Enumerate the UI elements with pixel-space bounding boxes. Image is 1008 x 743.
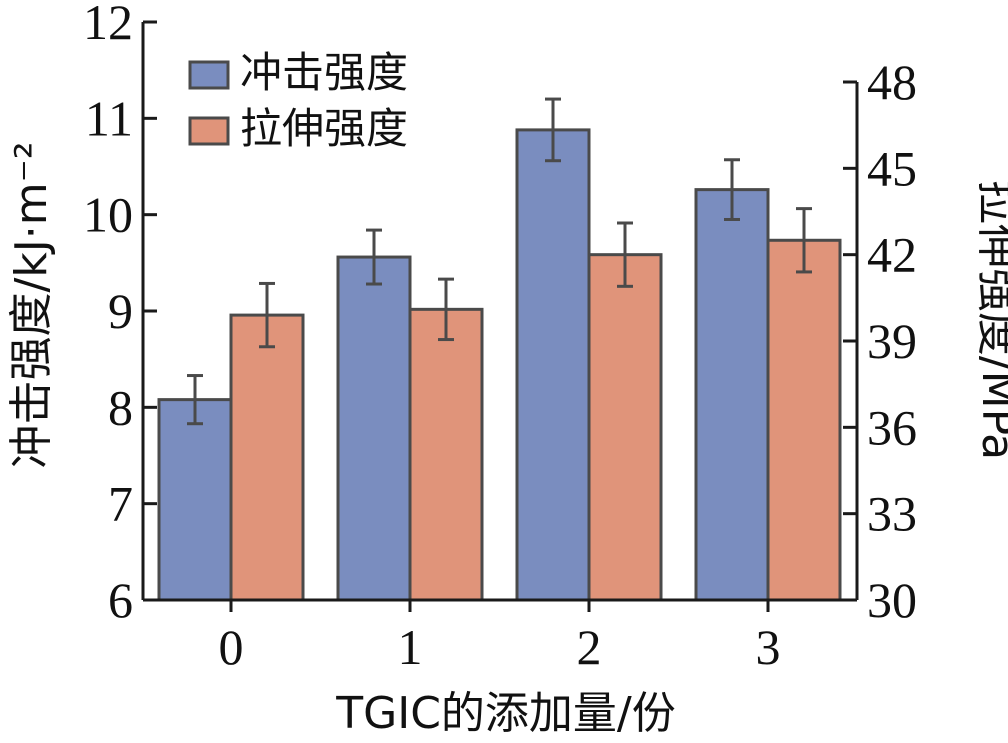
left-y-axis-title: 冲击强度/kJ·m⁻²: [6, 142, 57, 469]
right-y-tick-label: 33: [867, 486, 917, 542]
right-y-tick-label: 48: [867, 54, 917, 110]
x-tick-label: 0: [219, 619, 244, 675]
left-y-tick-label: 8: [108, 379, 133, 435]
bar-impact-0: [157, 398, 233, 602]
error-bar: [187, 374, 203, 426]
bar-tensile-0: [229, 313, 305, 602]
error-bar: [545, 97, 561, 163]
right-y-tick-label: 30: [867, 572, 917, 628]
left-y-tick-label: 11: [85, 90, 133, 146]
legend-swatch: [188, 60, 230, 90]
x-tick-label: 3: [756, 619, 781, 675]
x-tick-label: 2: [577, 619, 602, 675]
right-y-tick-label: 36: [867, 399, 917, 455]
legend-swatch: [188, 116, 230, 146]
left-y-tick-label: 6: [108, 572, 133, 628]
right-y-tick-label: 45: [867, 140, 917, 196]
bar-impact-1: [336, 255, 412, 602]
left-y-tick-label: 7: [108, 476, 133, 532]
left-y-tick-label: 12: [83, 0, 133, 50]
bar-impact-3: [694, 188, 770, 602]
error-bar: [724, 158, 740, 221]
bar-tensile-1: [408, 307, 484, 602]
left-y-tick-label: 9: [108, 283, 133, 339]
error-bar: [366, 228, 382, 286]
legend-label: 拉伸强度: [240, 104, 408, 153]
error-bar: [438, 277, 454, 342]
error-bar: [796, 207, 812, 274]
x-tick-label: 1: [398, 619, 423, 675]
bars-layer: [157, 97, 842, 602]
right-y-tick-label: 39: [867, 313, 917, 369]
bar-impact-2: [515, 128, 591, 602]
bar-tensile-3: [766, 238, 842, 602]
error-bar: [617, 221, 633, 288]
right-y-tick-label: 42: [867, 227, 917, 283]
left-y-tick-label: 10: [83, 187, 133, 243]
right-y-axis-title: 拉伸强度/MPa: [972, 180, 1008, 460]
x-axis-title: TGIC的添加量/份: [335, 688, 676, 739]
bar-tensile-2: [587, 253, 663, 602]
legend-label: 冲击强度: [240, 48, 408, 97]
error-bar: [259, 281, 275, 349]
